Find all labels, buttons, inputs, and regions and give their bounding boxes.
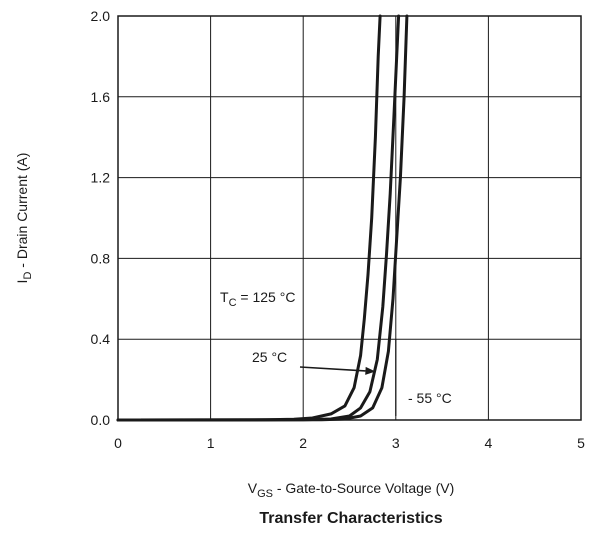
- annotation-25c: 25 °C: [252, 349, 287, 365]
- y-tick-label: 0.4: [91, 331, 111, 347]
- x-tick-label: 3: [392, 435, 400, 451]
- grid-lines: [118, 16, 581, 420]
- x-axis-label-rest: - Gate-to-Source Voltage (V): [273, 480, 454, 496]
- curves-group: [116, 14, 409, 422]
- y-tick-label: 0.8: [91, 250, 111, 266]
- annotation-125c-sub: C: [229, 297, 237, 309]
- curve-125c: [116, 14, 382, 422]
- annotation-25c-arrowhead: [365, 366, 376, 375]
- x-axis-label-sub: GS: [257, 488, 273, 500]
- x-tick-labels: 0 1 2 3 4 5: [114, 435, 585, 451]
- plot-frame: [117, 15, 582, 421]
- x-tick-label: 0: [114, 435, 122, 451]
- annotation-25c-leader: [299, 366, 366, 372]
- y-axis-label-main: I: [14, 280, 30, 284]
- x-tick-label: 5: [577, 435, 585, 451]
- annotation-125c-main: T: [220, 289, 229, 305]
- annotation-minus55c: - 55 °C: [408, 390, 452, 406]
- x-tick-label: 4: [485, 435, 493, 451]
- annotation-125c: TC = 125 °C: [220, 289, 295, 309]
- y-tick-labels: 0.0 0.4 0.8 1.2 1.6 2.0: [91, 8, 111, 428]
- x-axis-label-main: V: [248, 480, 258, 496]
- y-axis-label-rest: - Drain Current (A): [14, 153, 30, 272]
- x-tick-label: 2: [299, 435, 307, 451]
- y-tick-label: 1.6: [91, 89, 111, 105]
- curve-minus55c: [116, 14, 409, 422]
- x-tick-label: 1: [207, 435, 215, 451]
- y-tick-label: 2.0: [91, 8, 111, 24]
- chart-title: Transfer Characteristics: [259, 510, 442, 527]
- y-axis-label: ID - Drain Current (A): [14, 153, 34, 284]
- y-tick-label: 1.2: [91, 170, 111, 186]
- annotation-125c-rest: = 125 °C: [237, 289, 296, 305]
- y-tick-label: 0.0: [91, 412, 111, 428]
- x-axis-label: VGS - Gate-to-Source Voltage (V): [248, 480, 455, 500]
- y-axis-label-sub: D: [22, 272, 34, 280]
